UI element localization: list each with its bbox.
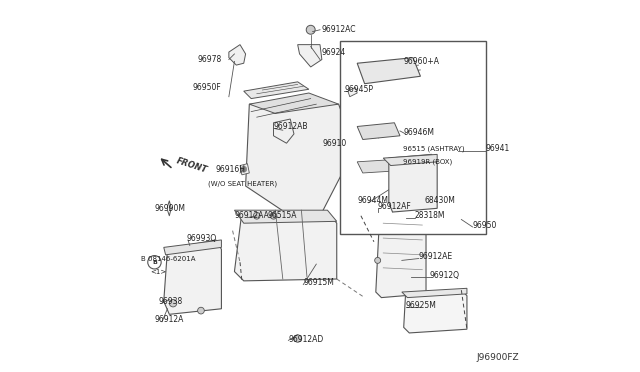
Circle shape	[306, 25, 315, 34]
Polygon shape	[357, 123, 400, 140]
Text: 96912A: 96912A	[154, 315, 184, 324]
Polygon shape	[404, 290, 467, 333]
Circle shape	[241, 166, 246, 172]
Polygon shape	[374, 208, 381, 218]
Text: 96915M: 96915M	[303, 278, 334, 287]
Circle shape	[253, 212, 260, 219]
Text: 96924: 96924	[322, 48, 346, 57]
Polygon shape	[374, 214, 426, 223]
Polygon shape	[298, 45, 322, 67]
Text: B: B	[152, 260, 157, 265]
Text: B 08146-6201A: B 08146-6201A	[141, 256, 196, 262]
Circle shape	[198, 307, 204, 314]
Polygon shape	[402, 288, 467, 298]
Bar	[340, 41, 486, 234]
Text: (W/O SEAT HEATER): (W/O SEAT HEATER)	[209, 181, 278, 187]
Polygon shape	[250, 93, 339, 113]
Polygon shape	[376, 214, 426, 298]
Text: 96912AB: 96912AB	[273, 122, 308, 131]
Polygon shape	[234, 212, 337, 281]
Text: 96912AF: 96912AF	[378, 202, 412, 211]
Polygon shape	[348, 87, 357, 97]
Text: 96515A: 96515A	[268, 211, 298, 220]
Text: 96950: 96950	[472, 221, 497, 230]
Text: 68430M: 68430M	[424, 196, 455, 205]
Polygon shape	[234, 210, 337, 223]
Circle shape	[374, 257, 381, 263]
Text: 96944M: 96944M	[357, 196, 388, 205]
Polygon shape	[164, 240, 221, 314]
Text: 96950F: 96950F	[193, 83, 221, 92]
Text: 96912AA: 96912AA	[234, 211, 269, 220]
Text: 96910: 96910	[323, 139, 348, 148]
Text: 96990M: 96990M	[154, 204, 186, 213]
Text: 28318M: 28318M	[415, 211, 445, 220]
Text: 96946M: 96946M	[404, 128, 435, 137]
Text: 96938: 96938	[158, 297, 182, 306]
Circle shape	[270, 212, 277, 219]
Circle shape	[170, 299, 177, 307]
Text: FRONT: FRONT	[175, 157, 208, 175]
Polygon shape	[229, 45, 246, 65]
Text: 96912AE: 96912AE	[419, 252, 452, 261]
Text: J96900FZ: J96900FZ	[476, 353, 519, 362]
Polygon shape	[240, 164, 250, 175]
Polygon shape	[244, 82, 309, 99]
Text: 96912AC: 96912AC	[322, 25, 356, 33]
Polygon shape	[389, 154, 437, 212]
Polygon shape	[357, 58, 420, 84]
Circle shape	[148, 256, 161, 269]
Text: 96912Q: 96912Q	[429, 271, 460, 280]
Text: <1>: <1>	[151, 269, 167, 275]
Text: 96916H: 96916H	[216, 165, 246, 174]
Circle shape	[294, 335, 301, 342]
Text: 96945P: 96945P	[344, 85, 373, 94]
Text: 96941: 96941	[486, 144, 510, 153]
Polygon shape	[246, 104, 357, 231]
Text: 96912AD: 96912AD	[289, 335, 324, 344]
Text: 96925M: 96925M	[406, 301, 436, 310]
Polygon shape	[357, 160, 392, 173]
Text: 96978: 96978	[197, 55, 221, 64]
Text: 96960+A: 96960+A	[404, 57, 440, 66]
Text: 96993Q: 96993Q	[186, 234, 216, 243]
Polygon shape	[164, 240, 221, 255]
Text: 96919R (BOX): 96919R (BOX)	[403, 158, 452, 165]
Polygon shape	[383, 154, 437, 166]
Polygon shape	[273, 119, 294, 143]
Text: 96515 (ASHTRAY): 96515 (ASHTRAY)	[403, 145, 465, 152]
